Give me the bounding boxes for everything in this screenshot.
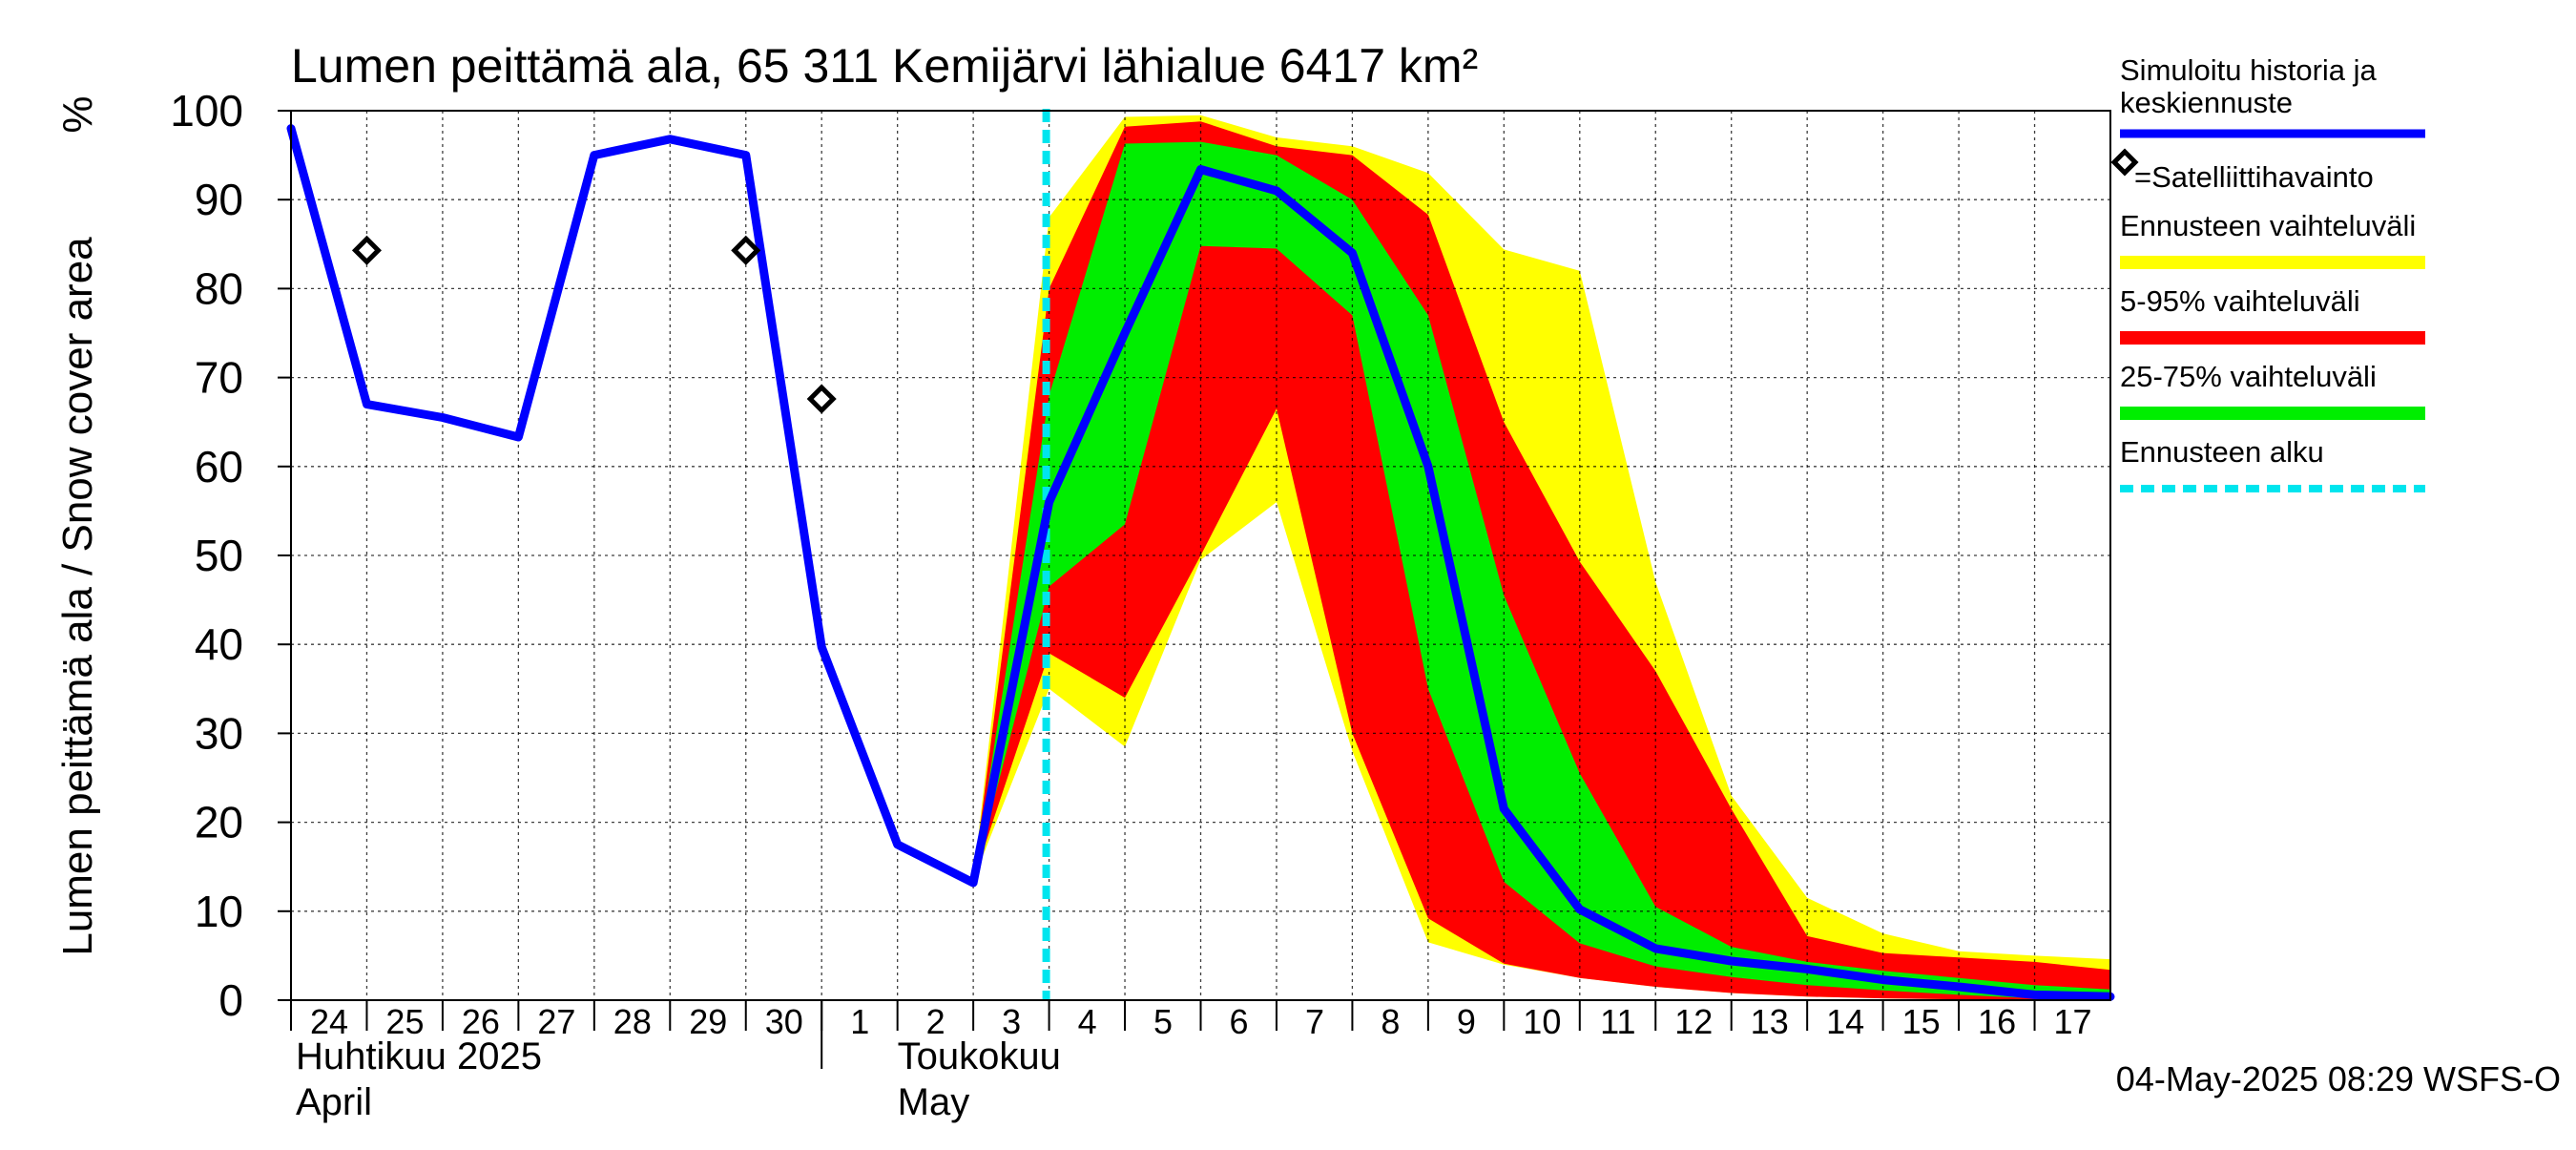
x-tick-label: 6 <box>1229 1002 1248 1041</box>
x-tick-label: 7 <box>1305 1002 1324 1041</box>
satellite-observation-point <box>351 235 382 265</box>
y-axis-unit: % <box>54 95 101 133</box>
chart-title: Lumen peittämä ala, 65 311 Kemijärvi läh… <box>291 39 1478 93</box>
y-tick-label: 40 <box>195 619 243 669</box>
x-tick-label: 26 <box>462 1002 500 1041</box>
x-tick-label: 27 <box>537 1002 575 1041</box>
x-tick-label: 25 <box>385 1002 424 1041</box>
legend-ennusteen-vaihteluv-li-label: Ennusteen vaihteluväli <box>2120 209 2416 242</box>
y-tick-label: 100 <box>170 86 243 136</box>
footer-timestamp: 04-May-2025 08:29 WSFS-O <box>2116 1059 2561 1098</box>
y-tick-label: 20 <box>195 798 243 847</box>
legend-simuloitu-historia-ja-keskiennuste-label-2: keskiennuste <box>2120 86 2293 119</box>
y-tick-label: 30 <box>195 708 243 758</box>
y-tick-label: 50 <box>195 531 243 580</box>
legend-ennusteen-alku-label: Ennusteen alku <box>2120 435 2324 469</box>
x-tick-label: 2 <box>926 1002 945 1041</box>
x-tick-label: 11 <box>1600 1002 1635 1041</box>
x-tick-label: 1 <box>850 1002 869 1041</box>
y-tick-label: 60 <box>195 442 243 491</box>
x-tick-label: 4 <box>1078 1002 1097 1041</box>
x-tick-label: 10 <box>1523 1002 1561 1041</box>
x-tick-label: 5 <box>1153 1002 1173 1041</box>
band-25-75-vaihteluv-li <box>973 141 2110 1001</box>
x-tick-label: 8 <box>1381 1002 1400 1041</box>
y-tick-label: 10 <box>195 887 243 936</box>
legend-satelliittihavainto-label: =Satelliittihavainto <box>2134 160 2374 194</box>
x-tick-label: 9 <box>1457 1002 1476 1041</box>
forecast-bands <box>973 115 2110 1001</box>
y-tick-label: 90 <box>195 175 243 224</box>
x-tick-label: 24 <box>310 1002 348 1041</box>
y-tick-label: 70 <box>195 353 243 403</box>
x-tick-label: 3 <box>1002 1002 1021 1041</box>
legend-simuloitu-historia-ja-keskiennuste-label: Simuloitu historia ja <box>2120 53 2378 87</box>
y-tick-label: 80 <box>195 263 243 313</box>
series-layer <box>286 109 2115 1001</box>
y-axis-label: Lumen peittämä ala / Snow cover area <box>54 237 101 956</box>
x-tick-label: 12 <box>1674 1002 1713 1041</box>
legend-satelliittihavainto-swatch <box>2110 148 2139 177</box>
month-label-en: May <box>898 1081 970 1123</box>
month-label: Huhtikuu 2025 <box>296 1035 542 1077</box>
x-tick-label: 15 <box>1902 1002 1941 1041</box>
x-tick-label: 29 <box>689 1002 727 1041</box>
x-tick-label: 16 <box>1978 1002 2016 1041</box>
legend-5-95-vaihteluv-li-label: 5-95% vaihteluväli <box>2120 284 2360 318</box>
satellite-observation-point <box>731 235 761 265</box>
x-tick-label: 28 <box>613 1002 652 1041</box>
legend-25-75-vaihteluv-li-label: 25-75% vaihteluväli <box>2120 360 2377 393</box>
x-tick-label: 14 <box>1826 1002 1864 1041</box>
x-tick-label: 13 <box>1751 1002 1789 1041</box>
x-tick-label: 30 <box>765 1002 803 1041</box>
median-line <box>286 124 2115 1001</box>
band-5-95-vaihteluv-li <box>973 121 2110 1000</box>
satellite-observation-point <box>806 384 837 414</box>
y-tick-label: 0 <box>218 975 243 1025</box>
x-tick-label: 17 <box>2054 1002 2092 1041</box>
month-label-en: April <box>296 1081 372 1123</box>
month-label: Toukokuu <box>898 1035 1061 1077</box>
